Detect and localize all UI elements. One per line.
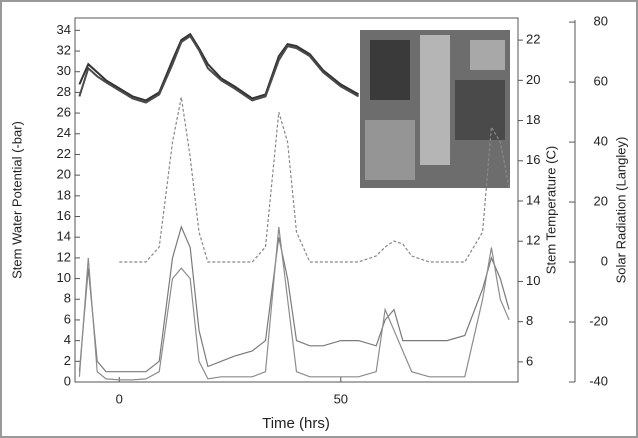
y-tick-label: 2 [64,353,71,368]
y2-tick-label: 6 [526,353,533,368]
y-tick-label: 0 [64,373,71,388]
y2-tick-label: 10 [526,273,540,288]
series-line [78,34,359,104]
inset-photo [360,30,510,188]
y3-tick-label: 20 [594,193,608,208]
series-line [78,226,510,381]
x-tick-label: 50 [334,391,348,406]
y-tick-label: 26 [57,105,71,120]
y3-tick-label: -20 [589,313,608,328]
y-tick-label: 20 [57,167,71,182]
y-tick-label: 14 [57,229,71,244]
y-tick-label: 18 [57,187,71,202]
y-axis-title: Stem Water Potential (-bar) [9,121,24,279]
y-tick-label: 6 [64,311,71,326]
y3-axis-title: Solar Radiation (Langley) [613,137,628,284]
y3-tick-label: 80 [594,14,608,29]
y-tick-label: 10 [57,270,71,285]
x-tick-label: 0 [116,391,123,406]
y-tick-label: 34 [57,22,71,37]
y-tick-label: 28 [57,84,71,99]
y-tick-label: 32 [57,42,71,57]
y2-tick-label: 12 [526,233,540,248]
y-tick-label: 24 [57,125,71,140]
y3-tick-label: 40 [594,134,608,149]
y2-tick-label: 16 [526,152,540,167]
y2-axis-title: Stem Temperature (C) [543,146,558,274]
y-tick-label: 8 [64,291,71,306]
y-tick-label: 12 [57,249,71,264]
y2-tick-label: 22 [526,32,540,47]
x-axis-title: Time (hrs) [262,415,330,432]
y2-tick-label: 20 [526,72,540,87]
y2-tick-label: 14 [526,192,540,207]
y-tick-label: 4 [64,332,71,347]
y-tick-label: 16 [57,208,71,223]
y3-tick-label: 60 [594,74,608,89]
y3-tick-label: 0 [601,253,608,268]
y2-tick-label: 18 [526,112,540,127]
y3-tick-label: -40 [589,373,608,388]
y-tick-label: 30 [57,63,71,78]
plot-area [74,17,519,383]
series-line [78,32,359,102]
y-tick-label: 22 [57,146,71,161]
y2-tick-label: 8 [526,313,533,328]
series-line [78,225,510,373]
